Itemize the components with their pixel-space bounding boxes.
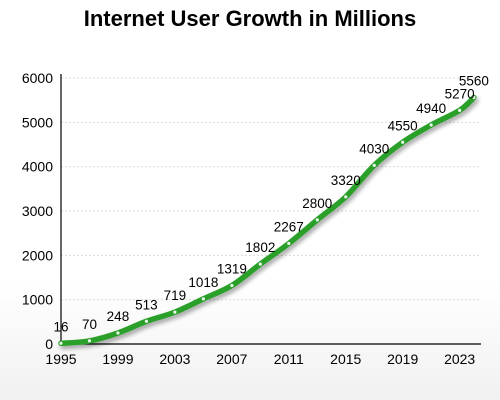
x-tick-label: 1995 (45, 351, 76, 367)
data-point (401, 140, 405, 144)
data-point (173, 310, 177, 314)
x-tick-label: 2007 (216, 351, 247, 367)
data-label: 4550 (388, 118, 418, 133)
data-label: 2800 (302, 196, 332, 211)
y-tick-label: 0 (45, 336, 53, 352)
axes (60, 74, 481, 345)
data-label: 1319 (217, 262, 247, 277)
y-tick-label: 3000 (22, 203, 53, 219)
data-point (429, 123, 433, 127)
data-label: 70 (82, 317, 97, 332)
data-point (344, 195, 348, 199)
series-line-0 (58, 94, 477, 347)
data-point (287, 241, 291, 246)
data-label: 16 (53, 319, 68, 334)
data-point (87, 339, 92, 343)
data-point (116, 331, 120, 335)
gridlines (61, 77, 481, 301)
series-layer (58, 94, 477, 347)
x-tick-label: 2015 (330, 351, 361, 367)
data-label: 5270 (445, 86, 475, 101)
data-label: 4030 (359, 141, 389, 156)
data-label: 5560 (459, 74, 489, 89)
data-point (315, 218, 319, 222)
data-label: 513 (135, 297, 158, 312)
data-label: 2267 (274, 219, 304, 234)
y-tick-label: 6000 (22, 70, 53, 86)
data-point (201, 297, 205, 301)
y-tick-label: 1000 (22, 292, 53, 308)
y-tick-label: 4000 (22, 159, 53, 175)
data-point (472, 95, 476, 100)
x-tick-label: 1999 (102, 351, 133, 367)
y-axis-ticks: 0 1000 2000 3000 4000 5000 6000 (22, 70, 53, 352)
data-point (458, 108, 462, 112)
x-axis-ticks: 1995 1999 2003 2007 2011 2015 2019 2023 (45, 351, 475, 367)
data-point (59, 341, 63, 345)
data-label: 1018 (188, 275, 218, 290)
x-tick-label: 2003 (159, 351, 190, 367)
y-tick-label: 2000 (22, 247, 53, 263)
x-tick-label: 2011 (274, 351, 304, 367)
data-label: 1802 (245, 240, 275, 255)
data-label: 4940 (416, 101, 446, 116)
x-tick-label: 2019 (387, 351, 418, 367)
data-label: 3320 (331, 173, 361, 188)
x-tick-label: 2023 (444, 351, 475, 367)
data-point (230, 283, 234, 288)
data-point (144, 319, 149, 323)
data-label: 248 (107, 309, 130, 324)
y-tick-label: 5000 (22, 114, 53, 130)
data-point (372, 163, 376, 167)
data-point (258, 262, 262, 266)
data-label: 719 (164, 288, 187, 303)
chart-title: Internet User Growth in Millions (84, 6, 416, 31)
